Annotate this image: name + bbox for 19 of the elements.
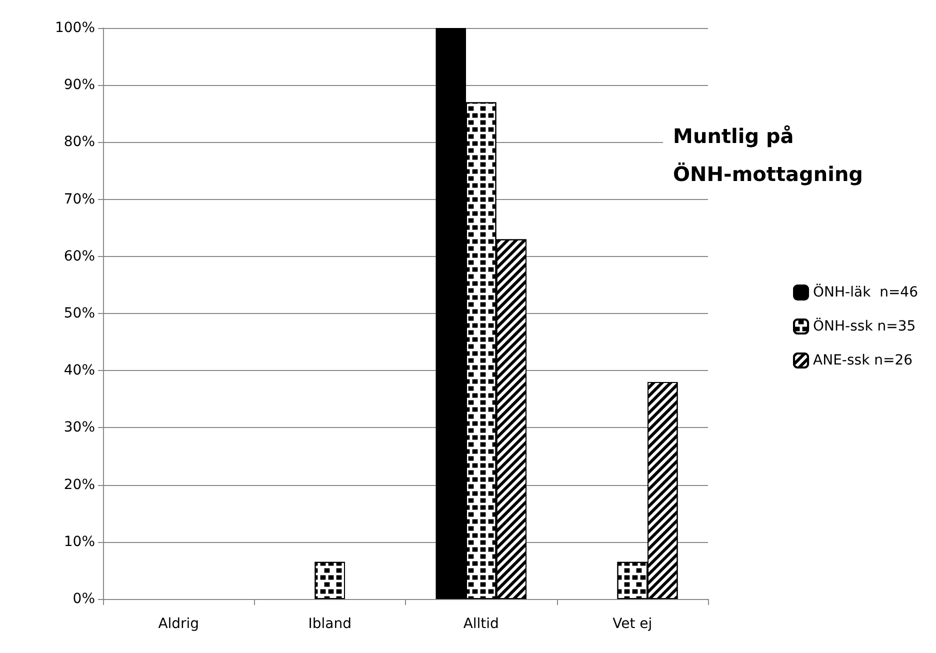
x-tick-label: Ibland — [308, 616, 352, 632]
y-tick-label: 70% — [64, 191, 95, 208]
x-tick-label: Aldrig — [158, 616, 200, 632]
y-tick-label: 100% — [54, 20, 95, 36]
y-tick-label: 90% — [64, 77, 95, 94]
y-tick-label: 10% — [64, 534, 95, 550]
legend-label: ANE-ssk n=26 — [813, 352, 913, 368]
y-tick-label: 0% — [72, 591, 95, 607]
y-tick-label: 80% — [64, 134, 95, 150]
y-tick-label: 40% — [64, 362, 95, 379]
y-tick-label: 50% — [64, 306, 95, 322]
legend-label: ÖNH-läk n=46 — [813, 284, 918, 300]
legend-label: ÖNH-ssk n=35 — [813, 318, 916, 334]
text: Muntlig på ÖNH-mottagning — [673, 124, 864, 186]
x-tick-label: Vet ej — [612, 616, 652, 632]
y-tick-label: 60% — [64, 248, 95, 264]
x-tick-label: Alltid — [463, 616, 499, 632]
y-tick-label: 20% — [64, 476, 95, 493]
y-tick-label: 30% — [64, 420, 95, 436]
